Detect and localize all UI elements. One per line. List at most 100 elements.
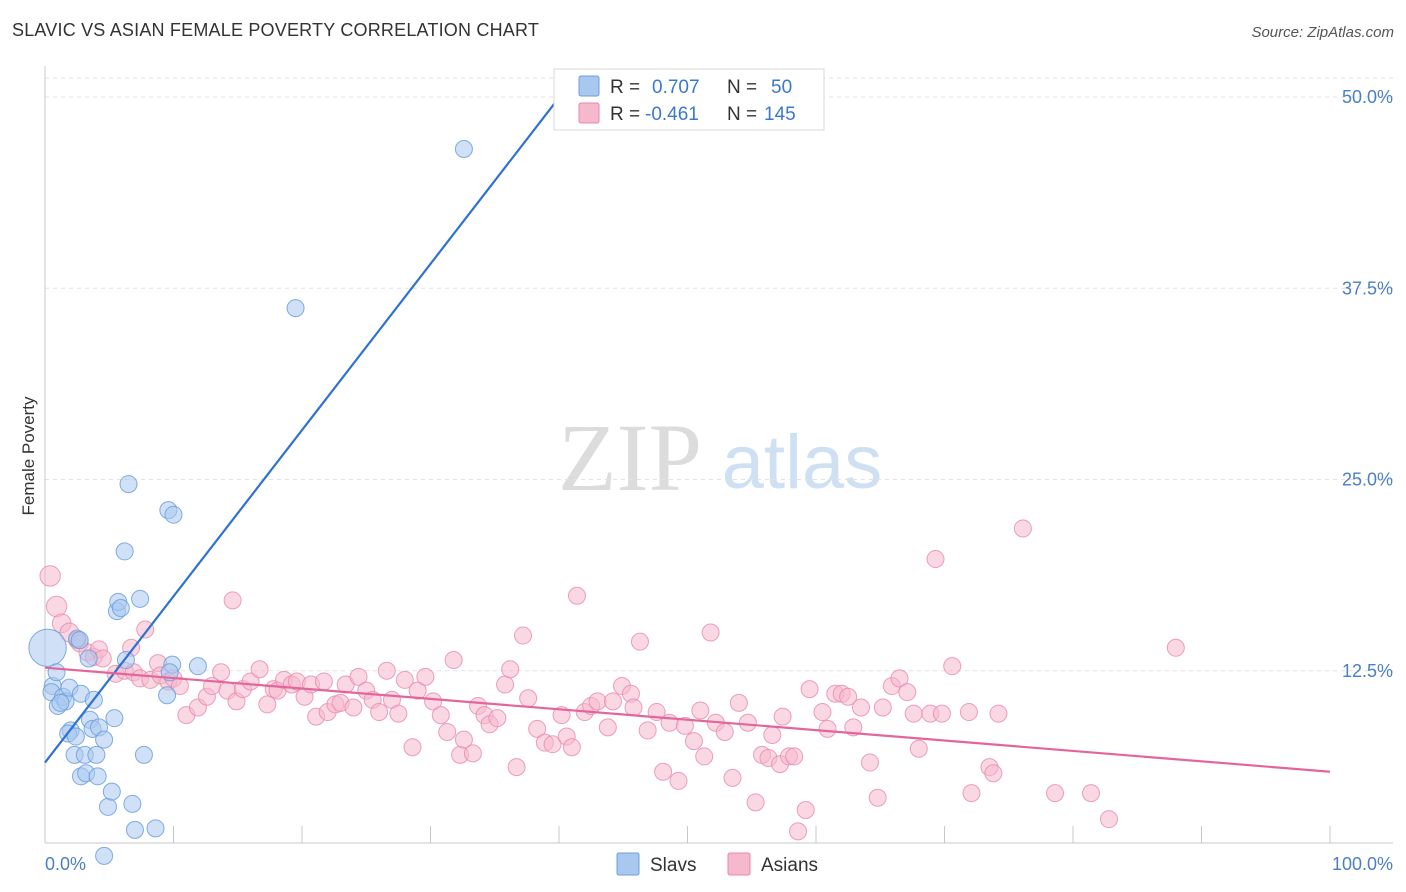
asians-point bbox=[773, 707, 792, 726]
x-tick-label: 100.0% bbox=[1332, 854, 1393, 874]
asians-point bbox=[746, 793, 765, 812]
asians-point bbox=[543, 735, 562, 754]
asians-point bbox=[926, 550, 945, 569]
asians-point bbox=[684, 732, 703, 751]
slavs-point bbox=[51, 693, 70, 712]
asians-point bbox=[630, 632, 649, 651]
asians-point bbox=[1081, 784, 1100, 803]
asians-point bbox=[588, 692, 607, 711]
asians-point bbox=[932, 704, 951, 723]
asians-point bbox=[463, 744, 482, 763]
asians-point bbox=[723, 768, 742, 787]
asians-point bbox=[567, 586, 586, 605]
legend-r-label: R = bbox=[610, 104, 640, 125]
asians-point bbox=[1099, 810, 1118, 829]
legend-n-value: 50 bbox=[771, 77, 792, 98]
slavs-point bbox=[66, 727, 85, 746]
asians-point bbox=[839, 687, 858, 706]
asians-point bbox=[212, 663, 231, 682]
legend-n-label: N = bbox=[727, 77, 757, 98]
series-legend-label-asians: Asians bbox=[761, 855, 818, 876]
asians-point bbox=[424, 692, 443, 711]
asians-point bbox=[729, 693, 748, 712]
asians-points bbox=[39, 519, 1185, 841]
y-tick-label: 50.0% bbox=[1342, 87, 1393, 107]
asians-point bbox=[501, 660, 520, 679]
slavs-point bbox=[119, 475, 138, 494]
asians-point bbox=[408, 681, 427, 700]
legend-swatch-slavs bbox=[578, 75, 600, 97]
asians-point bbox=[45, 595, 68, 618]
slavs-point bbox=[131, 589, 150, 608]
asians-point bbox=[789, 822, 808, 841]
slavs-point bbox=[164, 505, 183, 524]
asians-point bbox=[890, 669, 909, 688]
asians-point bbox=[624, 698, 643, 717]
asians-point bbox=[389, 704, 408, 723]
asians-point bbox=[39, 565, 61, 587]
asians-point bbox=[943, 657, 962, 676]
correlation-legend: R = 0.707 N = 50 R = -0.461 N = 145 bbox=[553, 68, 825, 131]
asians-point bbox=[800, 680, 819, 699]
watermark-atlas: atlas bbox=[722, 420, 883, 505]
series-legend: Slavs Asians bbox=[616, 852, 818, 876]
asians-point bbox=[395, 670, 414, 689]
asians-point bbox=[695, 747, 714, 766]
asians-point bbox=[438, 722, 457, 741]
slavs-trendline bbox=[44, 88, 567, 764]
slavs-point bbox=[123, 794, 142, 813]
legend-n-label: N = bbox=[727, 104, 757, 125]
slavs-point bbox=[102, 782, 121, 801]
asians-point bbox=[514, 626, 533, 645]
asians-trendline bbox=[44, 666, 1331, 773]
slavs-points bbox=[28, 140, 473, 865]
legend-swatch-asians bbox=[578, 102, 600, 124]
y-tick-labels: 12.5% 25.0% 37.5% 50.0% bbox=[1342, 87, 1393, 681]
slavs-point bbox=[454, 140, 473, 159]
asians-point bbox=[344, 698, 363, 717]
asians-point bbox=[738, 713, 757, 732]
asians-point bbox=[654, 762, 673, 781]
asians-point bbox=[669, 771, 688, 790]
asians-point bbox=[349, 667, 368, 686]
slavs-point bbox=[98, 797, 117, 816]
asians-point bbox=[959, 703, 978, 722]
asians-point bbox=[868, 788, 887, 807]
series-legend-label-slavs: Slavs bbox=[650, 855, 696, 876]
asians-point bbox=[904, 704, 923, 723]
asians-point bbox=[377, 661, 396, 680]
legend-r-label: R = bbox=[610, 77, 640, 98]
slavs-point bbox=[125, 820, 144, 839]
asians-point bbox=[691, 701, 710, 720]
asians-point bbox=[898, 683, 917, 702]
chart-title: SLAVIC VS ASIAN FEMALE POVERTY CORRELATI… bbox=[12, 20, 540, 40]
asians-point bbox=[785, 747, 804, 766]
asians-point bbox=[763, 726, 782, 745]
asians-point bbox=[962, 784, 981, 803]
asians-point bbox=[454, 730, 473, 749]
asians-point bbox=[496, 675, 515, 694]
series-legend-swatch-asians bbox=[727, 852, 751, 876]
watermark-zip: ZIP bbox=[558, 404, 702, 511]
slavs-point bbox=[88, 767, 107, 786]
slavs-point bbox=[146, 819, 165, 838]
asians-point bbox=[444, 651, 463, 670]
asians-point bbox=[909, 739, 928, 758]
y-tick-label: 37.5% bbox=[1342, 278, 1393, 298]
asians-point bbox=[416, 667, 435, 686]
y-axis-label: Female Poverty bbox=[19, 396, 38, 516]
slavs-point bbox=[111, 599, 130, 618]
asians-point bbox=[598, 718, 617, 737]
slavs-point bbox=[188, 657, 207, 676]
asians-point bbox=[1166, 638, 1185, 657]
asians-point bbox=[136, 620, 155, 639]
source-label: Source: ZipAtlas.com bbox=[1251, 24, 1394, 41]
y-tick-label: 12.5% bbox=[1342, 661, 1393, 681]
asians-point bbox=[873, 698, 892, 717]
asians-point bbox=[431, 706, 450, 725]
asians-point bbox=[250, 660, 269, 679]
asians-point bbox=[223, 591, 242, 610]
slavs-point bbox=[115, 542, 134, 561]
asians-point bbox=[519, 689, 538, 708]
